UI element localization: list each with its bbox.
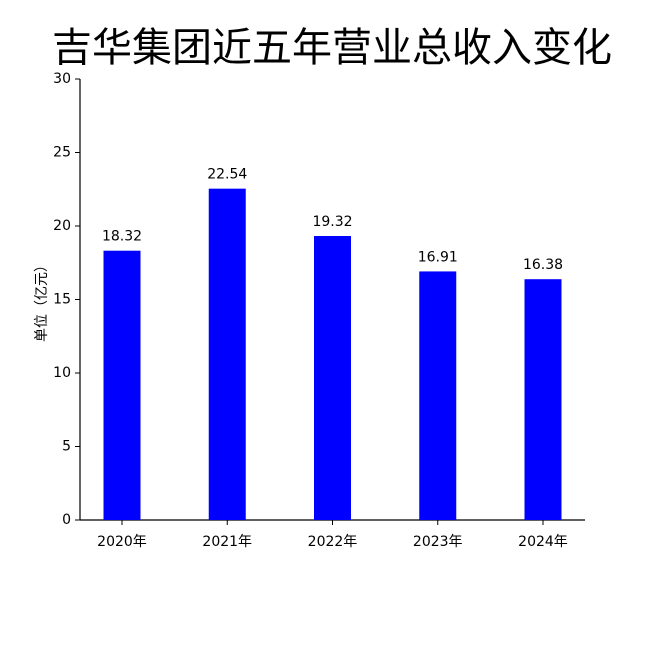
y-tick-label: 5 [62, 439, 71, 455]
y-tick-label: 15 [53, 292, 71, 308]
x-tick-label: 2021年 [202, 534, 252, 550]
y-tick-label: 10 [53, 365, 71, 381]
data-label: 19.32 [312, 214, 352, 230]
bar [524, 279, 562, 520]
y-tick-label: 20 [53, 218, 71, 234]
x-tick-label: 2023年 [413, 534, 463, 550]
bar [419, 271, 457, 520]
data-label: 22.54 [207, 167, 247, 183]
y-axis-label: 单位（亿元） [34, 258, 50, 342]
chart-title: 吉华集团近五年营业总收入变化 [52, 25, 612, 71]
y-tick-label: 0 [62, 512, 71, 528]
x-tick-label: 2020年 [97, 534, 147, 550]
x-tick-label: 2022年 [308, 534, 358, 550]
bar [208, 188, 246, 521]
bar [103, 250, 141, 521]
y-tick-label: 25 [53, 145, 71, 161]
data-label: 16.38 [523, 257, 563, 273]
data-label: 18.32 [102, 229, 142, 245]
y-tick-label: 30 [53, 71, 71, 87]
x-tick-label: 2024年 [518, 534, 568, 550]
bar [314, 235, 351, 520]
data-label: 16.91 [418, 249, 458, 265]
